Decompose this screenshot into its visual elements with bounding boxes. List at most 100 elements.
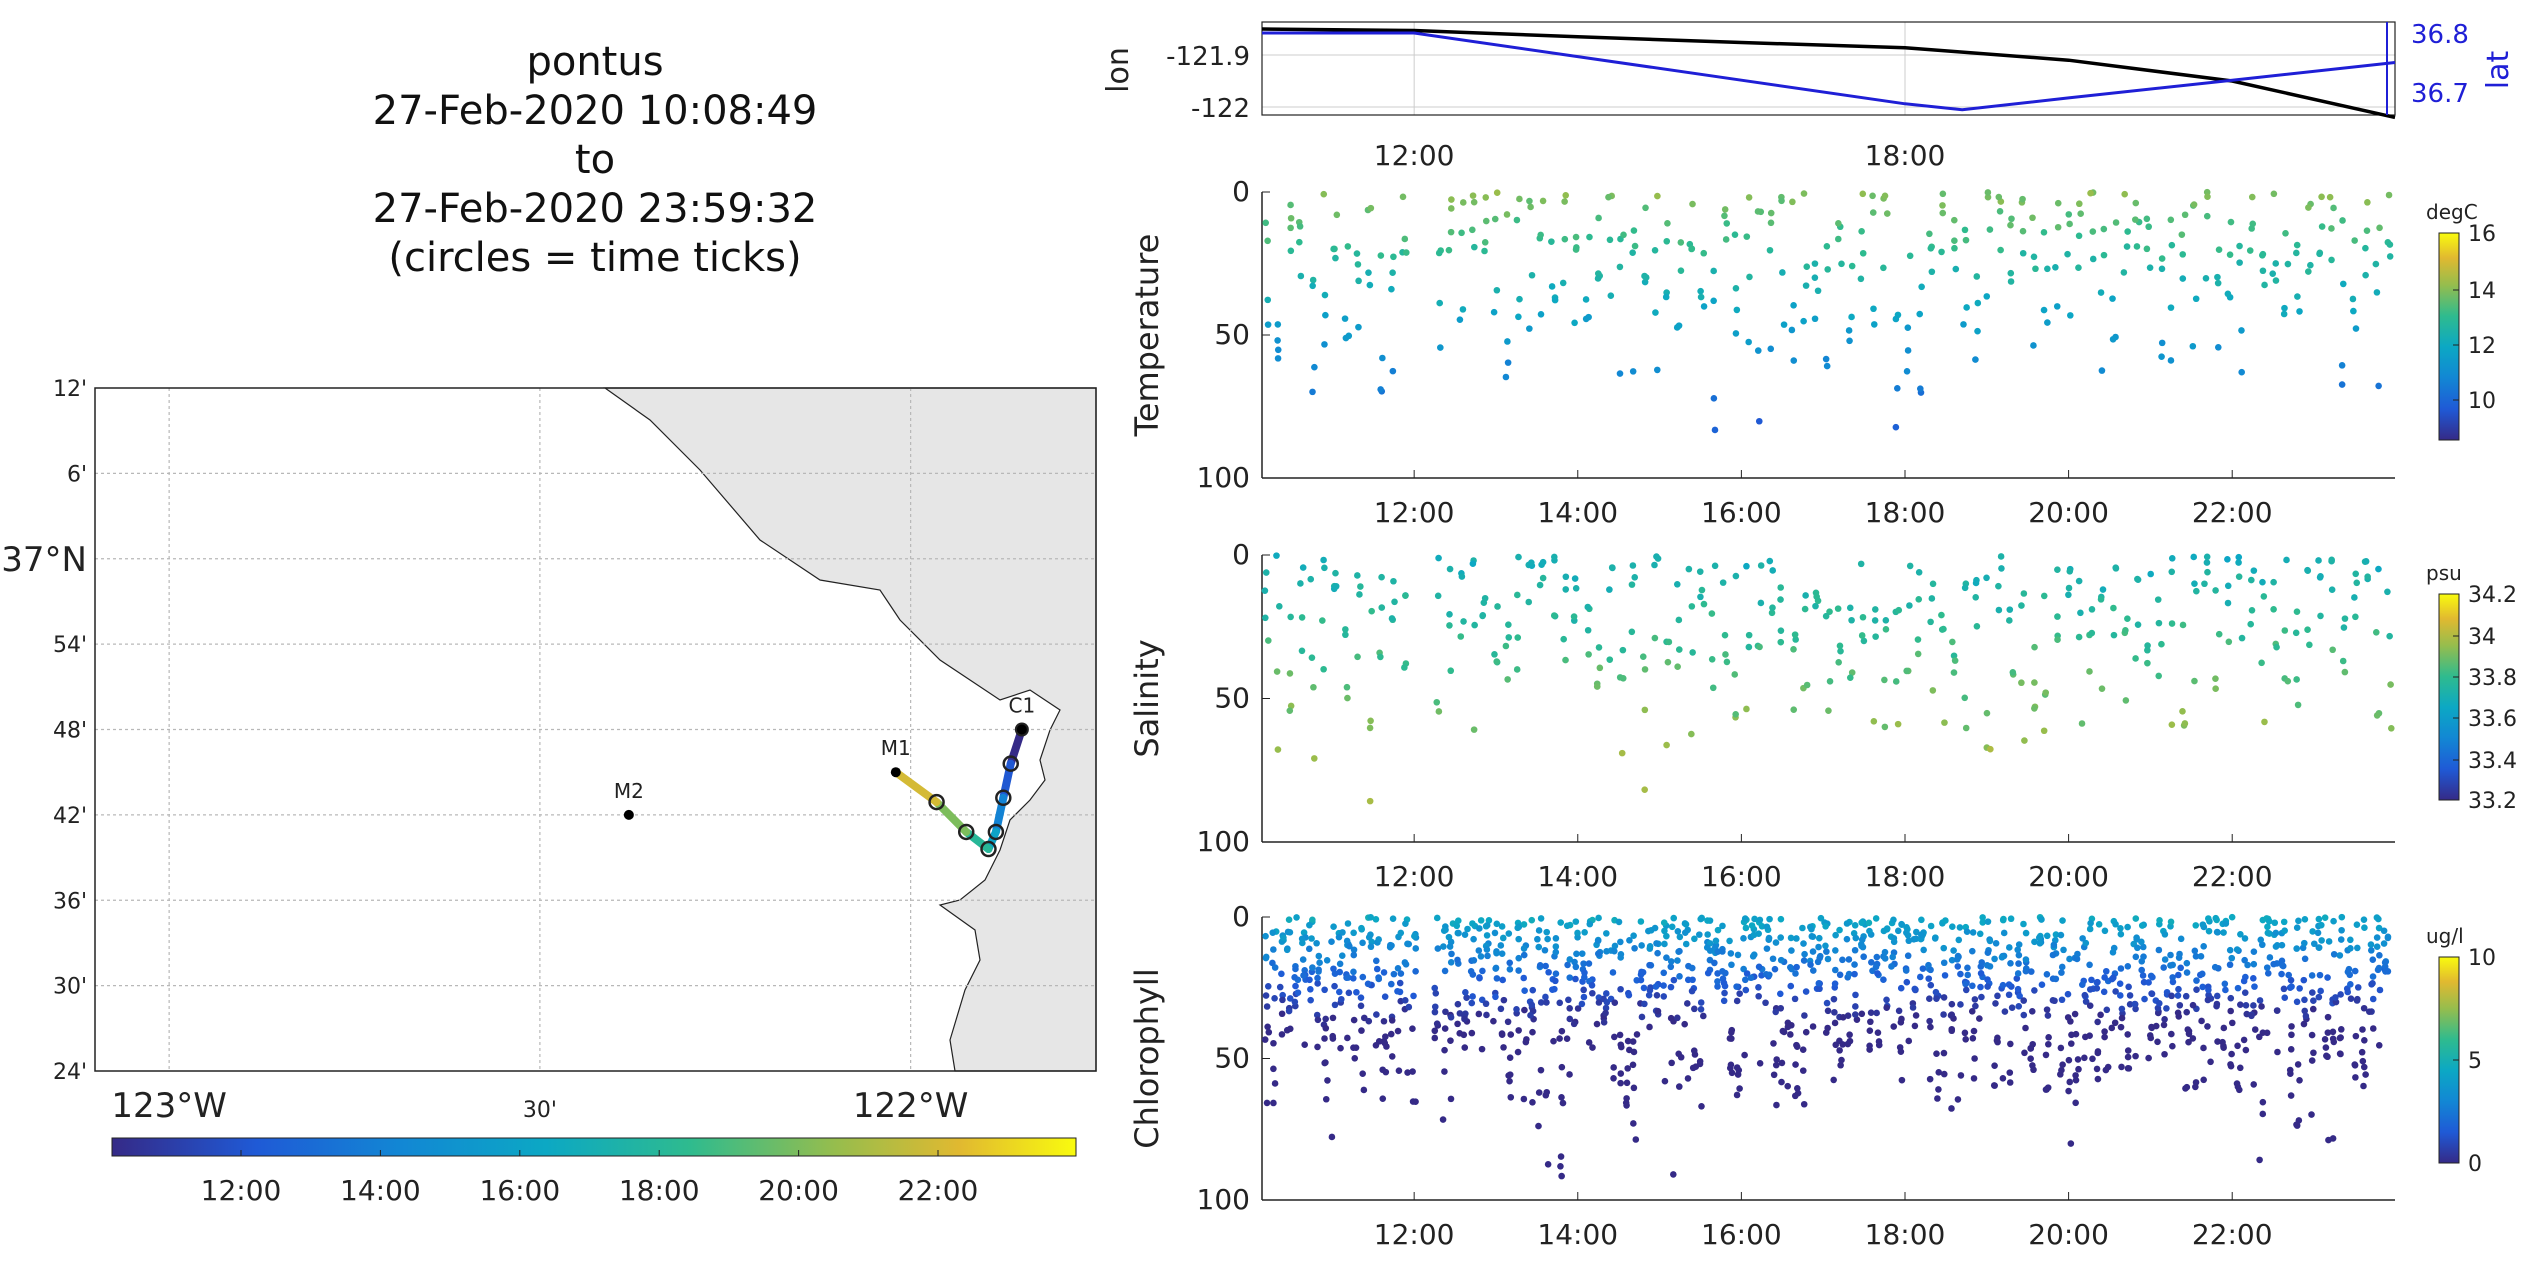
data-point — [1264, 982, 1272, 990]
data-point — [1903, 667, 1910, 675]
data-point — [2296, 985, 2303, 992]
data-point — [1320, 556, 1327, 564]
data-point — [2040, 306, 2048, 314]
data-point — [1711, 959, 1718, 967]
data-point — [2058, 1066, 2065, 1074]
data-point — [1603, 990, 1610, 997]
data-point — [1307, 575, 1315, 583]
data-point — [2054, 566, 2061, 574]
data-point — [1388, 615, 1396, 622]
data-point — [1483, 921, 1491, 929]
data-point — [1297, 272, 1305, 280]
data-point — [1387, 980, 1395, 988]
data-point — [1433, 1020, 1441, 1027]
data-point — [2318, 193, 2325, 201]
data-point — [2247, 620, 2255, 628]
data-point — [1998, 565, 2005, 572]
data-point — [2183, 1008, 2190, 1016]
temperature-colorbar — [2438, 232, 2460, 441]
data-point — [1852, 1011, 1859, 1018]
data-point — [1728, 1069, 1736, 1077]
data-point — [2272, 929, 2280, 937]
data-point — [1529, 1028, 1536, 1036]
data-point — [1825, 707, 1832, 714]
data-point — [1778, 1078, 1785, 1086]
data-point — [1350, 929, 1357, 937]
data-point — [1570, 1020, 1578, 1028]
data-point — [1668, 1059, 1675, 1067]
chlorophyll-y-tick-label: 0 — [1232, 900, 1250, 933]
data-point — [1274, 321, 1282, 328]
data-point — [1278, 970, 1285, 978]
data-point — [2376, 986, 2384, 994]
data-point — [1880, 976, 1887, 984]
data-point — [2215, 630, 2223, 638]
data-point — [2118, 1014, 2126, 1022]
data-point — [1299, 564, 1307, 571]
data-point — [1336, 968, 1344, 976]
data-point — [2101, 1033, 2108, 1041]
data-point — [2158, 353, 2165, 360]
data-point — [1755, 992, 1762, 1000]
data-point — [1939, 202, 1946, 209]
data-point — [2227, 994, 2235, 1002]
data-point — [1379, 1066, 1386, 1074]
salinity-y-tick-label: 100 — [1197, 825, 1250, 858]
data-point — [1469, 993, 1476, 1000]
data-point — [1630, 1120, 1637, 1127]
data-point — [1874, 1029, 1882, 1037]
data-point — [2228, 913, 2236, 921]
data-point — [1607, 292, 1615, 299]
data-point — [1867, 1009, 1875, 1017]
data-point — [2043, 971, 2051, 978]
data-point — [1484, 952, 1491, 960]
data-point — [1271, 964, 1279, 971]
data-point — [1748, 922, 1756, 929]
data-point — [1740, 965, 1747, 973]
data-point — [2203, 212, 2211, 220]
data-point — [2332, 994, 2339, 1001]
data-point — [1498, 950, 1506, 957]
data-point — [1814, 958, 1822, 966]
data-point — [1611, 999, 1619, 1007]
data-point — [2338, 362, 2346, 369]
data-point — [1548, 238, 1555, 245]
data-point — [2015, 941, 2023, 948]
data-point — [2118, 1063, 2125, 1071]
data-point — [1676, 947, 1683, 955]
data-point — [1646, 961, 1653, 969]
data-point — [2007, 960, 2014, 967]
data-point — [1566, 974, 1574, 981]
data-point — [2132, 915, 2140, 922]
data-point — [2361, 924, 2368, 932]
data-point — [2168, 554, 2176, 562]
data-point — [1469, 192, 1477, 199]
data-point — [2354, 944, 2361, 952]
data-point — [1330, 245, 1337, 253]
data-point — [1520, 974, 1528, 982]
data-point — [2189, 1035, 2197, 1042]
salinity-colorbar-tick-label: 34.2 — [2468, 583, 2517, 608]
data-point — [1830, 1076, 1837, 1084]
data-point — [1905, 937, 1913, 945]
colorbar-tick-label: 12:00 — [201, 1174, 282, 1207]
data-point — [1366, 281, 1374, 289]
data-point — [2054, 613, 2061, 620]
data-point — [1836, 1047, 1843, 1054]
data-point — [2059, 917, 2066, 924]
data-point — [1314, 1016, 1322, 1024]
data-point — [2075, 577, 2083, 585]
data-point — [1873, 953, 1881, 961]
data-point — [2097, 1011, 2104, 1019]
data-point — [1332, 569, 1339, 577]
data-point — [1556, 1035, 1563, 1042]
station-marker — [623, 809, 634, 820]
data-point — [1731, 231, 1739, 238]
data-point — [2360, 1063, 2368, 1071]
data-point — [1689, 200, 1696, 208]
data-point — [1483, 946, 1491, 953]
data-point — [1346, 942, 1353, 950]
data-point — [1454, 1000, 1462, 1008]
data-point — [2270, 605, 2277, 613]
